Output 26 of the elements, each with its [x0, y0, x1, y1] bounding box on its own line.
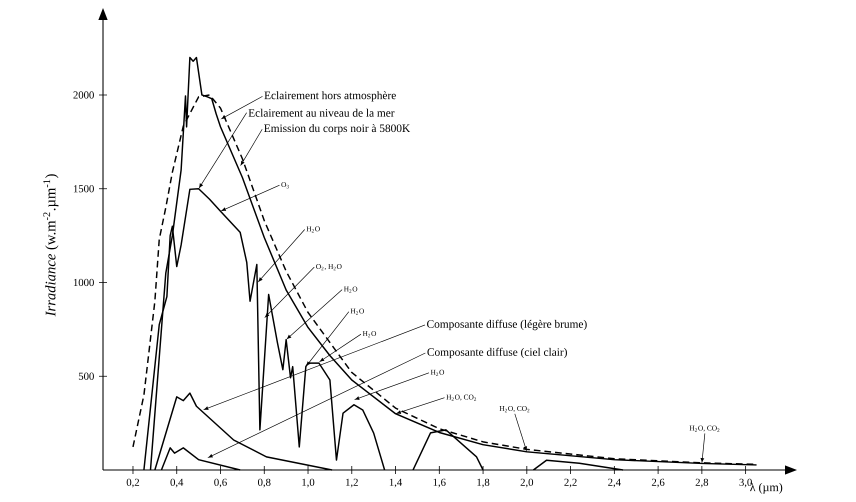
- x-tick-label: 2,6: [652, 478, 664, 488]
- y-tick-label: 1000: [74, 278, 94, 286]
- x-tick-label: 0,4: [170, 478, 184, 488]
- x-tick-label: 1,0: [302, 478, 314, 488]
- y-axis-title: Irradiance (w.m$^{-2}$.µm$^{-1}$): [43, 174, 58, 316]
- x-tick-label: 1,6: [434, 478, 446, 488]
- x-tick-label: 0,2: [126, 478, 140, 488]
- x-tick-label: 0,6: [214, 478, 227, 488]
- x-tick-label: 1,2: [346, 478, 358, 488]
- x-tick-label: 2,4: [608, 478, 621, 488]
- y-tick-label: 500: [78, 372, 94, 380]
- x-tick-label: 2,2: [564, 478, 577, 488]
- y-tick-label: 2000: [73, 91, 94, 99]
- annotation: Eclairement au niveau de la mer: [248, 108, 394, 117]
- x-tick-label: 1,4: [390, 478, 402, 488]
- annotation: Composante diffuse (ciel clair): [427, 348, 567, 358]
- x-tick-label: 3,0: [739, 478, 752, 488]
- x-tick-label: 1,8: [477, 478, 490, 488]
- x-tick-label: 0,8: [258, 478, 271, 488]
- annotation: Eclairement hors atmosphère: [264, 91, 396, 102]
- annotation: Emission du corps noir à 5800K: [264, 124, 410, 134]
- x-tick-label: 2,8: [696, 478, 708, 488]
- y-tick-label: 1500: [74, 185, 94, 192]
- x-tick-label: 2,0: [520, 478, 534, 488]
- x-axis-title: λ (µm): [750, 482, 782, 494]
- annotation: Composante diffuse (légère brume): [427, 320, 587, 330]
